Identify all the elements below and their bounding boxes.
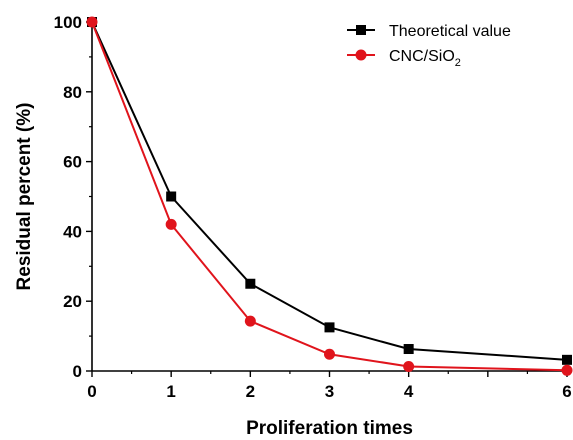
y-tick-label-40: 40 [63, 222, 82, 241]
series-0-point-1 [166, 191, 177, 202]
x-tick-label-6: 6 [562, 382, 571, 401]
series-line-1 [91, 21, 568, 372]
y-tick-label-80: 80 [63, 83, 82, 102]
x-tick-label-2: 2 [246, 382, 255, 401]
legend-label-cnc-sio2-main: CNC/SiO [389, 48, 455, 65]
legend: Theoretical value CNC/SiO2 [347, 23, 511, 69]
series-0-point-3 [324, 322, 335, 333]
series-0-point-4 [403, 344, 414, 355]
x-tick-label-0: 0 [87, 382, 96, 401]
series-1-point-0 [86, 16, 98, 28]
legend-marker-cnc-sio2 [355, 49, 367, 61]
series-line-0 [91, 21, 568, 361]
series-1-point-4 [403, 360, 415, 372]
x-tick-label-3: 3 [325, 382, 334, 401]
series-0-point-2 [245, 278, 256, 289]
y-tick-label-100: 100 [54, 13, 82, 32]
x-tick-label-1: 1 [166, 382, 175, 401]
legend-label-cnc-sio2: CNC/SiO2 [389, 48, 461, 69]
x-axis-title: Proliferation times [246, 418, 413, 439]
series-1-point-3 [324, 348, 335, 360]
series-layer [86, 16, 573, 376]
x-tick-label-4: 4 [404, 382, 414, 401]
legend-label-cnc-sio2-subscript: 2 [455, 57, 461, 69]
series-1-point-2 [244, 315, 256, 327]
y-tick-label-20: 20 [63, 292, 82, 311]
series-1-point-5 [561, 364, 573, 376]
y-tick-label-0: 0 [73, 362, 82, 381]
legend-marker-theoretical [356, 25, 366, 35]
series-0-point-5 [562, 354, 572, 365]
series-1-point-1 [165, 218, 177, 230]
legend-label-theoretical: Theoretical value [389, 23, 511, 40]
y-tick-label-60: 60 [63, 153, 82, 172]
axes: 0 20 40 60 80 100 0 1 2 3 4 6 [54, 13, 572, 401]
y-axis-title: Residual percent (%) [14, 103, 35, 291]
